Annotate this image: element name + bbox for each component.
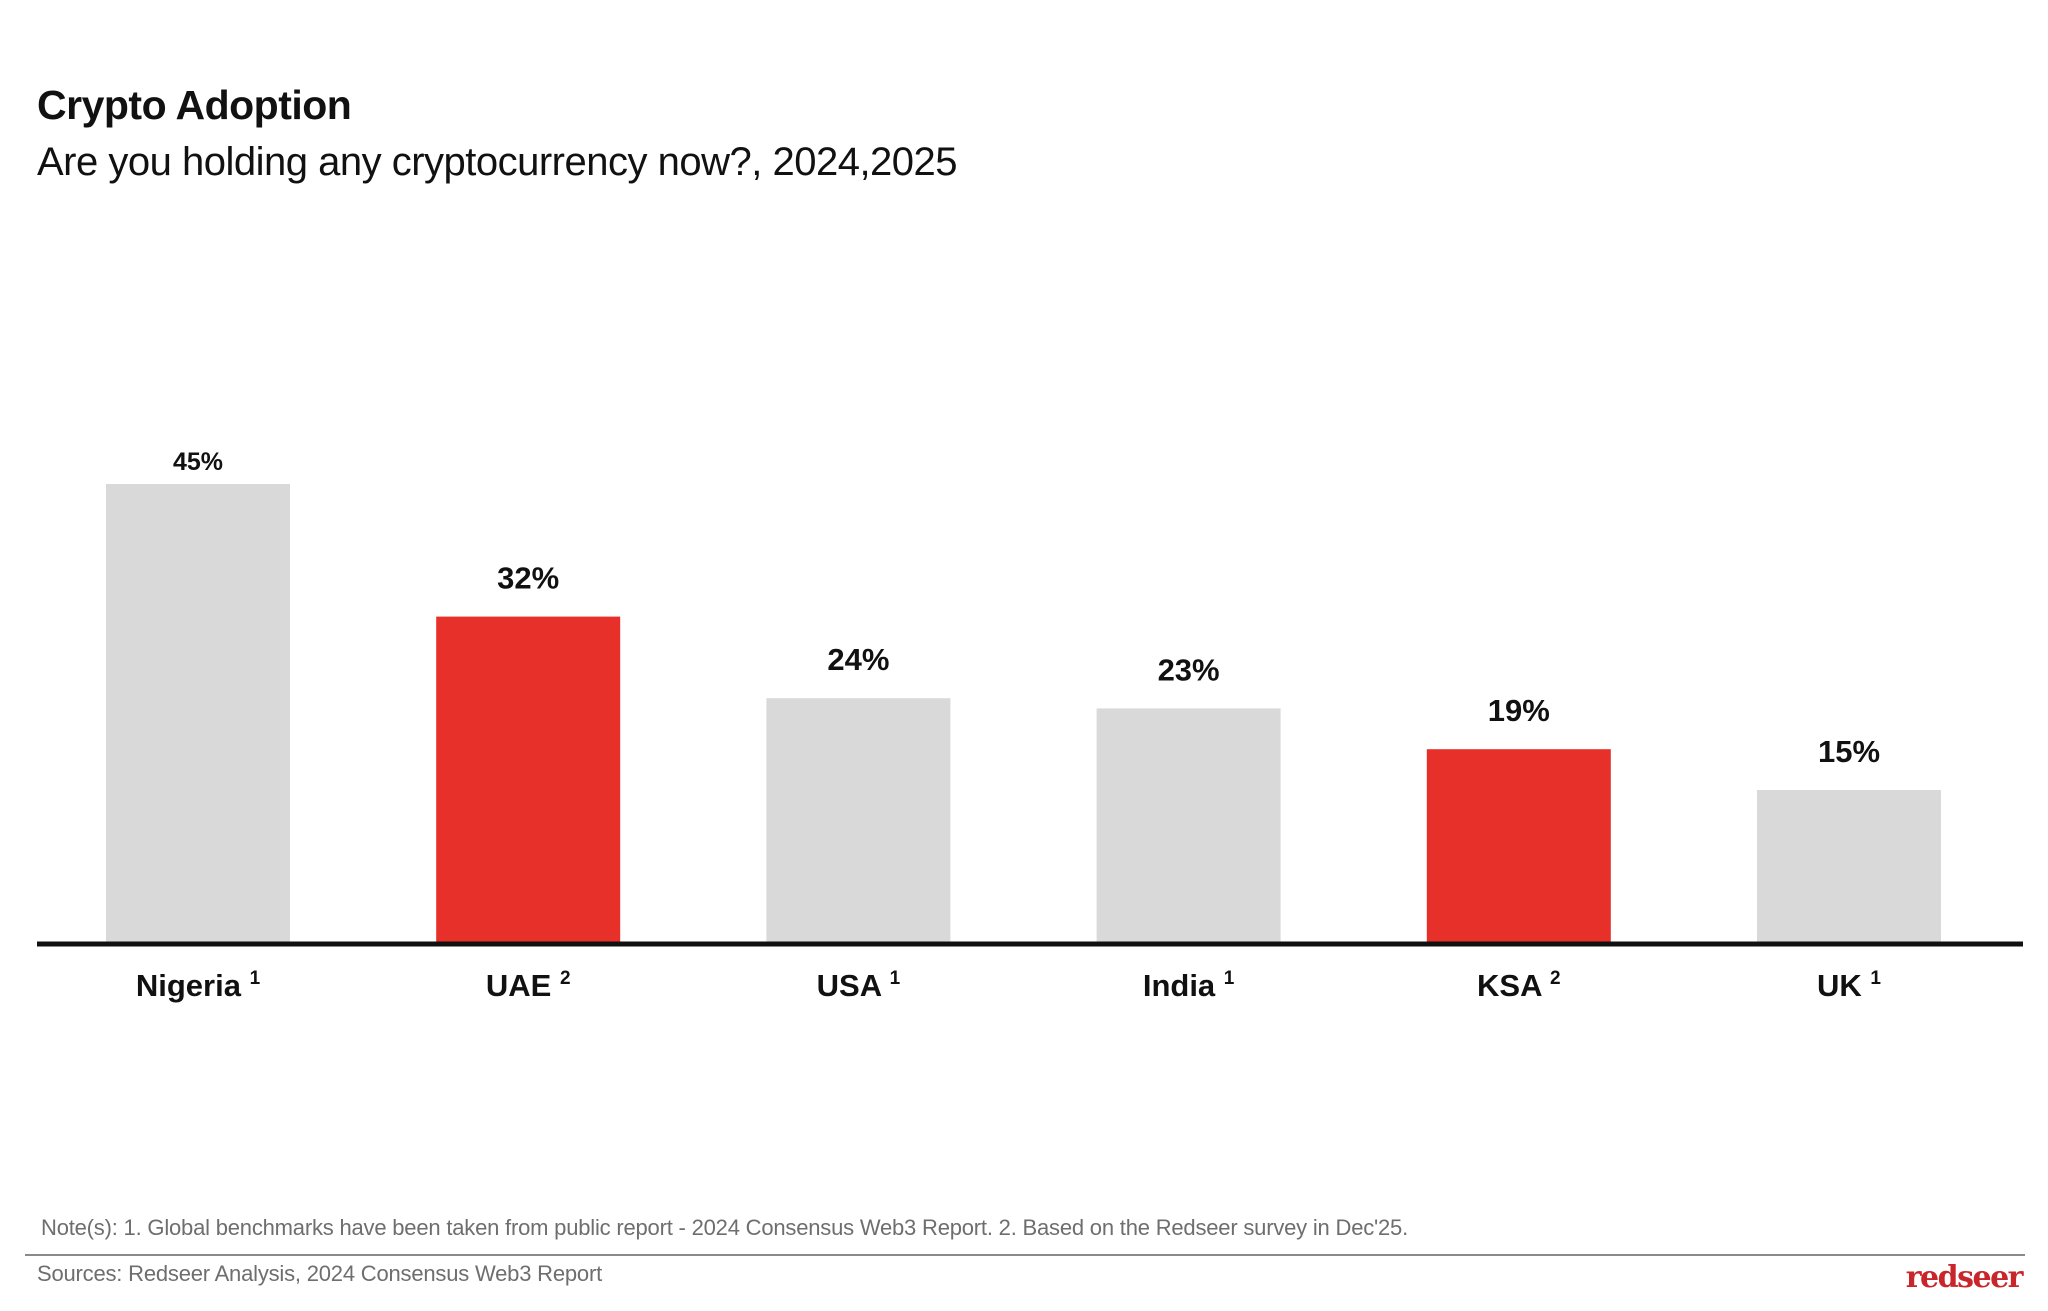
bar-ksa	[1426, 749, 1611, 943]
value-label: 24%	[827, 642, 889, 677]
value-label: 19%	[1488, 693, 1550, 728]
bar-india	[1096, 708, 1281, 943]
category-label: India 1	[1143, 968, 1235, 1003]
footnote: Note(s): 1. Global benchmarks have been …	[41, 1215, 1409, 1240]
footer-divider	[25, 1254, 2025, 1256]
value-label: 15%	[1818, 734, 1880, 769]
bar-usa	[766, 698, 951, 943]
value-label: 32%	[497, 561, 559, 596]
redseer-logo: redseer	[1905, 1260, 2024, 1295]
bar-chart: 45% Nigeria 1 32% UAE 2 24% USA 1 23% India 1 19…	[37, 448, 2023, 1003]
bar-uk	[1757, 790, 1941, 943]
bar-nigeria	[106, 484, 290, 943]
category-label: UK 1	[1817, 968, 1881, 1003]
sources-text: Sources: Redseer Analysis, 2024 Consensu…	[37, 1261, 602, 1286]
category-label: USA 1	[817, 968, 901, 1003]
category-label: UAE 2	[486, 968, 571, 1003]
value-label: 23%	[1158, 652, 1220, 687]
category-label: Nigeria 1	[136, 968, 261, 1003]
category-label: KSA 2	[1477, 968, 1561, 1003]
chart-title: Crypto Adoption	[37, 82, 352, 128]
bar-uae	[436, 616, 621, 943]
chart-subtitle: Are you holding any cryptocurrency now?,…	[37, 140, 958, 184]
value-label: 45%	[173, 448, 223, 476]
